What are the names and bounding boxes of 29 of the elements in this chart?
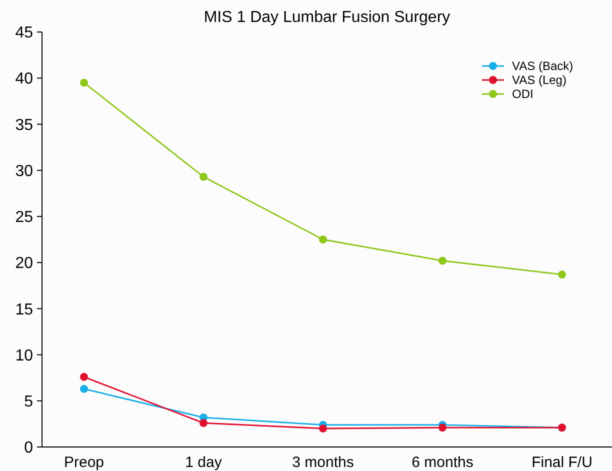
y-tick-label: 40 [15, 70, 34, 88]
point [438, 256, 446, 265]
legend-label: VAS (Leg) [512, 73, 566, 88]
point [80, 384, 88, 393]
point [80, 372, 88, 381]
y-tick-label: 35 [15, 116, 34, 134]
x-tick-label: 3 months [292, 454, 354, 471]
x-tick-label: Final F/U [532, 454, 592, 471]
y-tick-label: 5 [24, 393, 34, 410]
point [200, 419, 208, 428]
point [558, 270, 566, 279]
point [438, 424, 446, 432]
point [319, 236, 327, 244]
y-tick-label: 15 [15, 301, 34, 318]
point [319, 424, 327, 433]
y-tick-label: 20 [15, 255, 34, 272]
y-tick-label: 25 [15, 209, 34, 226]
chart-title: MIS 1 Day Lumbar Fusion Surgery [204, 9, 450, 26]
y-tick-label: 10 [15, 347, 34, 364]
point [200, 172, 208, 181]
y-tick-label: 30 [15, 162, 34, 180]
x-tick-label: 6 months [412, 454, 474, 471]
y-tick-label: 0 [24, 440, 34, 457]
point [80, 78, 88, 87]
x-tick-label: Preop [64, 454, 104, 471]
legend-label: VAS (Back) [512, 59, 574, 74]
x-tick-label: 1 day [185, 454, 222, 471]
legend-label: ODI [512, 87, 534, 102]
y-tick-label: 45 [15, 24, 34, 42]
